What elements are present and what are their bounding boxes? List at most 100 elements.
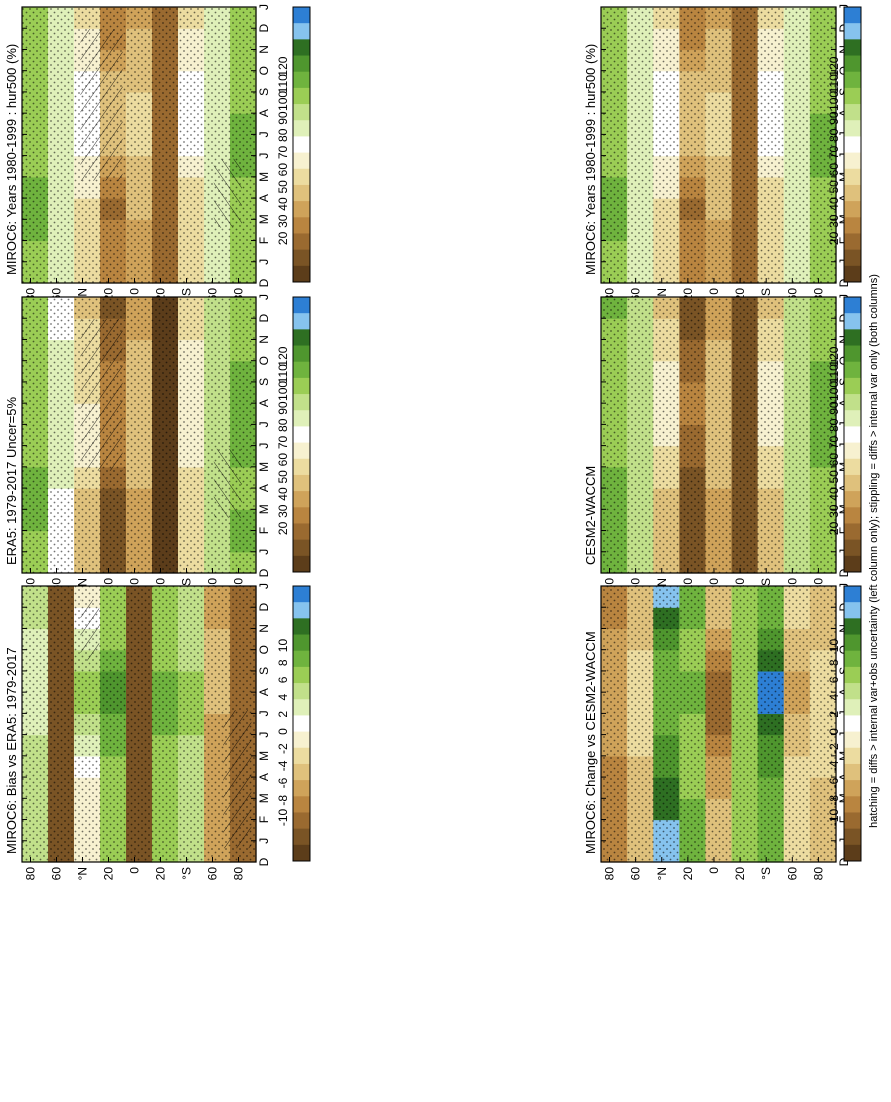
colorbar-swatch	[844, 345, 861, 363]
colorbar-swatch	[293, 442, 310, 460]
colorbar-tick-label: 30	[276, 214, 290, 228]
colorbar-swatch	[293, 136, 310, 154]
colorbar-tick-label: -8	[276, 795, 290, 806]
x-tick-label: D	[257, 857, 271, 866]
x-tick-label: A	[257, 688, 271, 696]
colorbar-tick-label: 80	[276, 128, 290, 142]
colorbar-tick-label: 6	[276, 676, 290, 683]
y-tick-label: 60	[206, 867, 220, 881]
x-tick-label: M	[257, 462, 271, 472]
colorbar-swatch	[293, 23, 310, 40]
stippling-overlay	[22, 586, 256, 862]
colorbar-tick-label: -6	[276, 777, 290, 788]
x-tick-label: J	[257, 421, 271, 427]
colorbar-swatch	[293, 602, 310, 619]
colorbar-swatch	[844, 249, 861, 267]
x-tick-label: J	[257, 583, 271, 589]
y-tick-label: 60	[629, 867, 643, 881]
x-tick-label: A	[257, 194, 271, 202]
colorbar-tick-label: 20	[827, 231, 841, 245]
colorbar-swatch	[844, 184, 861, 202]
colorbar-swatch	[844, 329, 861, 347]
x-tick-label: J	[257, 4, 271, 10]
colorbar-swatch	[844, 523, 861, 541]
colorbar-tick-label: 80	[276, 418, 290, 432]
colorbar-swatch	[844, 555, 861, 573]
colorbar-swatch	[844, 313, 861, 330]
colorbar-swatch	[293, 796, 310, 813]
colorbar-swatch	[293, 377, 310, 395]
colorbar-swatch	[844, 442, 861, 460]
hatching-overlay	[223, 710, 252, 849]
colorbar-swatch	[293, 474, 310, 492]
y-tick-label: °N	[655, 867, 669, 880]
colorbar-swatch	[293, 586, 310, 603]
colorbar-tick-label: 100	[827, 381, 841, 401]
colorbar-tick-label: 60	[276, 453, 290, 467]
colorbar-swatch	[293, 683, 310, 700]
colorbar: 10 8 6 4 2 0 -2 -4 -6 -8 -10	[827, 585, 862, 862]
colorbar-swatch	[844, 265, 861, 283]
colorbar-tick-label: 40	[827, 487, 841, 501]
colorbar-tick-label: 4	[827, 693, 841, 700]
colorbar-swatch	[293, 39, 310, 57]
panel-4: DJFMAMJJASONDJ8060°N20020°S6080CESM2-WAC…	[583, 294, 862, 591]
colorbar-tick-label: -2	[827, 743, 841, 754]
colorbar-tick-label: 70	[276, 146, 290, 160]
colorbar-tick-label: -8	[827, 795, 841, 806]
colorbar-tick-label: 6	[827, 676, 841, 683]
colorbar-tick-label: 20	[827, 521, 841, 535]
colorbar-swatch	[844, 361, 861, 379]
colorbar-swatch	[844, 683, 861, 700]
plot-frame	[600, 585, 837, 863]
colorbar-swatch	[844, 410, 861, 427]
colorbar-tick-label: 120	[827, 56, 841, 76]
colorbar-swatch	[293, 715, 310, 733]
colorbar-swatch	[844, 120, 861, 137]
colorbar-tick-label: 90	[827, 401, 841, 415]
colorbar-swatch	[844, 796, 861, 813]
y-tick-label: 80	[232, 867, 246, 881]
x-tick-label: M	[257, 172, 271, 182]
colorbar-swatch	[293, 7, 310, 24]
y-tick-label: 0	[707, 578, 721, 585]
x-tick-label: J	[257, 131, 271, 137]
colorbar-swatch	[293, 201, 310, 218]
colorbar-swatch	[293, 618, 310, 636]
colorbar-tick-label: 10	[276, 639, 290, 653]
colorbar-tick-label: 90	[276, 401, 290, 415]
colorbar-tick-label: 50	[827, 470, 841, 484]
x-tick-label: F	[257, 237, 271, 244]
colorbar-tick-label: 120	[276, 346, 290, 366]
colorbar-swatch	[844, 297, 861, 314]
hatching-overlay	[213, 158, 242, 228]
colorbar-swatch	[844, 650, 861, 668]
colorbar-swatch	[844, 104, 861, 121]
y-tick-label: °N	[76, 867, 90, 880]
colorbar-swatch	[293, 763, 310, 781]
colorbar-swatch	[293, 731, 310, 749]
x-tick-label: F	[257, 816, 271, 823]
colorbar-swatch	[293, 313, 310, 330]
x-tick-label: O	[257, 645, 271, 654]
y-tick-label: 80	[24, 867, 38, 881]
colorbar-tick-label: 60	[827, 163, 841, 177]
x-tick-label: A	[257, 484, 271, 492]
colorbar-swatch	[844, 602, 861, 619]
x-tick-label: D	[837, 568, 851, 577]
x-tick-label: D	[257, 278, 271, 287]
colorbar-tick-label: 40	[276, 487, 290, 501]
colorbar-swatch	[844, 666, 861, 684]
plot-frame	[21, 6, 257, 284]
x-tick-label: J	[257, 153, 271, 159]
colorbar-tick-label: -2	[276, 743, 290, 754]
colorbar-swatch	[844, 715, 861, 733]
colorbar-swatch	[293, 297, 310, 314]
colorbar-tick-label: 10	[827, 639, 841, 653]
